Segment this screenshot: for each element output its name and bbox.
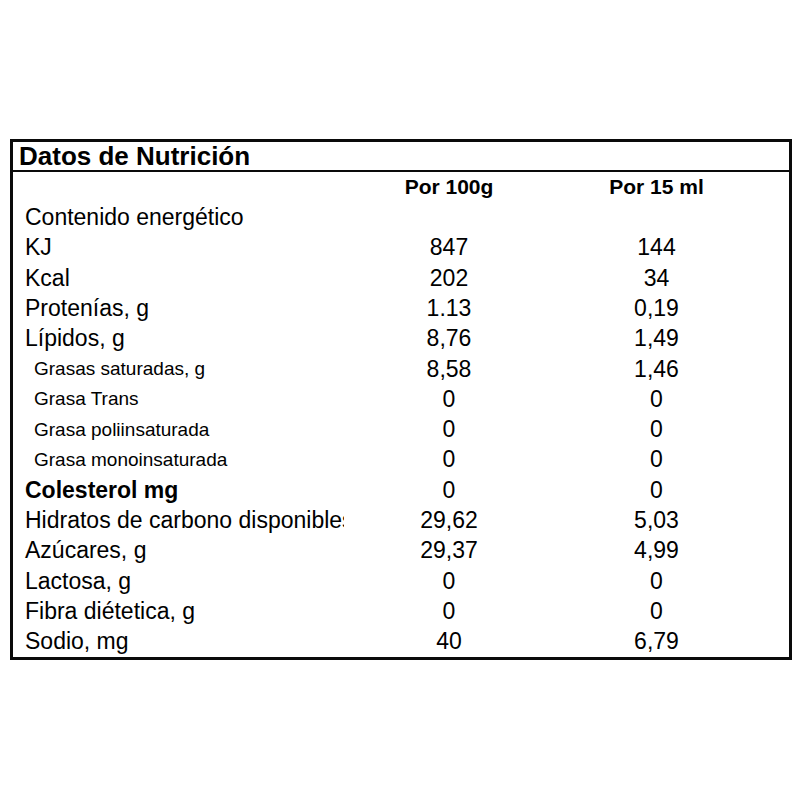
- value-per-100g: 8,76: [344, 325, 554, 352]
- value-per-15ml: 6,79: [554, 628, 759, 655]
- nutrient-label: Grasa poliinsaturada: [13, 419, 344, 441]
- nutrient-row: Grasa poliinsaturada00: [13, 415, 789, 445]
- nutrient-label: Hidratos de carbono disponibles, g: [13, 507, 344, 534]
- nutrition-panel: Datos de Nutrición Por 100g Por 15 ml Co…: [10, 139, 792, 660]
- table-header-row: Por 100g Por 15 ml: [13, 172, 789, 202]
- value-per-15ml: 5,03: [554, 507, 759, 534]
- nutrient-row: Lípidos, g8,761,49: [13, 324, 789, 354]
- nutrient-row: Protenías, g1.130,19: [13, 293, 789, 323]
- value-per-15ml: 144: [554, 234, 759, 261]
- nutrient-label: Colesterol mg: [13, 477, 344, 504]
- nutrient-label: KJ: [13, 234, 344, 261]
- nutrient-label: Fibra diétetica, g: [13, 598, 344, 625]
- value-per-100g: 0: [344, 446, 554, 473]
- nutrient-row: Lactosa, g00: [13, 566, 789, 596]
- nutrient-row: Sodio, mg406,79: [13, 627, 789, 657]
- nutrient-label: Grasa monoinsaturada: [13, 449, 344, 471]
- nutrient-label: Sodio, mg: [13, 628, 344, 655]
- value-per-15ml: 0: [554, 477, 759, 504]
- nutrient-row: Contenido energético: [13, 202, 789, 232]
- value-per-100g: 8,58: [344, 356, 554, 383]
- value-per-15ml: 0: [554, 416, 759, 443]
- value-per-15ml: 0: [554, 598, 759, 625]
- nutrient-row: Grasas saturadas, g8,581,46: [13, 354, 789, 384]
- value-per-100g: 202: [344, 265, 554, 292]
- nutrient-label: Contenido energético: [13, 204, 344, 231]
- nutrient-row: Grasa Trans00: [13, 384, 789, 414]
- value-per-100g: 847: [344, 234, 554, 261]
- nutrient-label: Lípidos, g: [13, 325, 344, 352]
- value-per-100g: 40: [344, 628, 554, 655]
- value-per-15ml: 0,19: [554, 295, 759, 322]
- value-per-15ml: 1,46: [554, 356, 759, 383]
- value-per-100g: 0: [344, 416, 554, 443]
- column-header-per-100g: Por 100g: [344, 175, 554, 199]
- column-header-per-15ml: Por 15 ml: [554, 175, 759, 199]
- value-per-15ml: 4,99: [554, 537, 759, 564]
- panel-title: Datos de Nutrición: [19, 141, 250, 172]
- value-per-100g: 1.13: [344, 295, 554, 322]
- value-per-15ml: 34: [554, 265, 759, 292]
- value-per-100g: 0: [344, 386, 554, 413]
- nutrient-label: Lactosa, g: [13, 568, 344, 595]
- nutrient-label: Grasa Trans: [13, 388, 344, 410]
- nutrient-row: Hidratos de carbono disponibles, g29,625…: [13, 505, 789, 535]
- nutrient-table: Por 100g Por 15 ml Contenido energéticoK…: [13, 172, 789, 657]
- value-per-15ml: 0: [554, 568, 759, 595]
- nutrient-row: Grasa monoinsaturada00: [13, 445, 789, 475]
- panel-title-bar: Datos de Nutrición: [13, 142, 789, 172]
- value-per-15ml: 1,49: [554, 325, 759, 352]
- nutrient-label: Grasas saturadas, g: [13, 358, 344, 380]
- value-per-100g: 0: [344, 568, 554, 595]
- nutrient-row: KJ847144: [13, 233, 789, 263]
- value-per-100g: 29,62: [344, 507, 554, 534]
- nutrient-label: Azúcares, g: [13, 537, 344, 564]
- nutrient-label: Kcal: [13, 265, 344, 292]
- value-per-100g: 0: [344, 477, 554, 504]
- value-per-15ml: 0: [554, 386, 759, 413]
- nutrient-row: Fibra diétetica, g00: [13, 596, 789, 626]
- nutrient-row: Azúcares, g29,374,99: [13, 536, 789, 566]
- nutrient-row: Colesterol mg00: [13, 475, 789, 505]
- nutrient-row: Kcal20234: [13, 263, 789, 293]
- nutrient-label: Protenías, g: [13, 295, 344, 322]
- value-per-100g: 29,37: [344, 537, 554, 564]
- value-per-100g: 0: [344, 598, 554, 625]
- value-per-15ml: 0: [554, 446, 759, 473]
